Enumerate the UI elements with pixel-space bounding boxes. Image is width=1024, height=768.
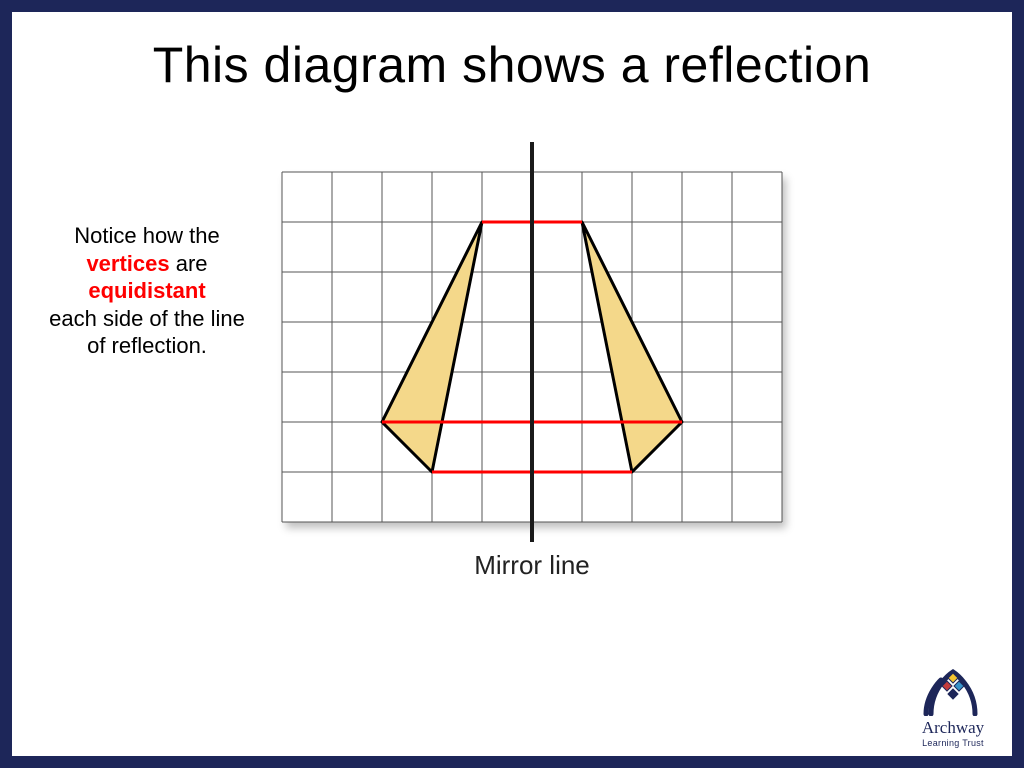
logo-sub: Learning Trust [908,738,998,748]
note-line1: Notice how the [74,223,220,248]
mirror-line-label: Mirror line [282,550,782,581]
note-line3: each side of the line of reflection. [49,306,245,359]
diagram-svg [282,172,782,522]
logo-svg [923,666,983,716]
slide-title: This diagram shows a reflection [12,36,1012,94]
body-area: Notice how the vertices are equidistant … [12,162,1012,756]
side-note: Notice how the vertices are equidistant … [42,222,252,360]
logo-name: Archway [908,718,998,738]
brand-logo: Archway Learning Trust [908,666,998,748]
reflection-diagram [282,172,782,522]
logo-graphic [923,666,983,716]
note-equidistant: equidistant [88,278,205,303]
slide-frame: This diagram shows a reflection Notice h… [0,0,1024,768]
note-vertices: vertices [86,251,169,276]
note-are: are [170,251,208,276]
diagram-wrap: Mirror line [282,172,782,581]
